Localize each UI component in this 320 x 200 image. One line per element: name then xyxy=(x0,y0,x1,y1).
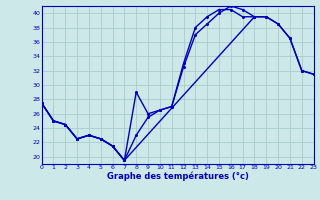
X-axis label: Graphe des températures (°c): Graphe des températures (°c) xyxy=(107,172,249,181)
